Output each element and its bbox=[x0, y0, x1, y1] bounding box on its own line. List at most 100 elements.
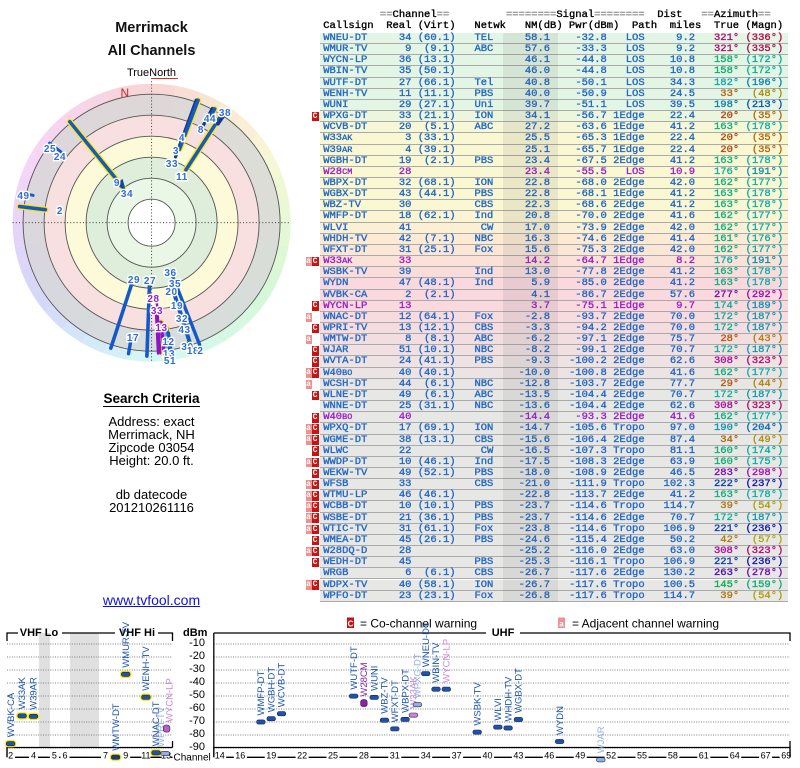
svg-text:64: 64 bbox=[730, 751, 740, 761]
svg-text:16: 16 bbox=[235, 751, 245, 761]
svg-text:WJAR: WJAR bbox=[596, 726, 607, 753]
svg-text:25: 25 bbox=[328, 751, 338, 761]
svg-text:61: 61 bbox=[699, 751, 709, 761]
svg-text:WNAC-DT: WNAC-DT bbox=[151, 701, 162, 746]
svg-text:WGBH-DT: WGBH-DT bbox=[266, 667, 277, 713]
svg-text:40: 40 bbox=[482, 751, 492, 761]
svg-text:32: 32 bbox=[176, 314, 188, 325]
svg-text:4: 4 bbox=[179, 133, 185, 144]
svg-text:46: 46 bbox=[544, 751, 554, 761]
svg-text:WVBK-CA: WVBK-CA bbox=[6, 692, 17, 737]
svg-text:-10: -10 bbox=[189, 637, 205, 649]
svg-text:30: 30 bbox=[181, 342, 193, 353]
svg-text:9: 9 bbox=[123, 751, 128, 761]
svg-text:= Adjacent channel warning: = Adjacent channel warning bbox=[572, 617, 719, 631]
svg-text:33: 33 bbox=[166, 159, 178, 170]
svg-text:13: 13 bbox=[163, 349, 175, 360]
svg-text:7: 7 bbox=[103, 751, 108, 761]
svg-text:WUNI: WUNI bbox=[369, 666, 380, 691]
svg-text:18: 18 bbox=[187, 346, 199, 357]
svg-text:WYCN-LP: WYCN-LP bbox=[442, 639, 453, 683]
svg-text:-50: -50 bbox=[189, 689, 205, 701]
svg-text:34: 34 bbox=[121, 189, 133, 200]
svg-text:WLVI: WLVI bbox=[493, 698, 504, 721]
svg-text:11: 11 bbox=[176, 172, 188, 183]
svg-text:28: 28 bbox=[147, 294, 159, 305]
svg-text:44: 44 bbox=[204, 114, 216, 125]
svg-text:33: 33 bbox=[151, 306, 163, 317]
svg-text:8: 8 bbox=[198, 125, 204, 136]
svg-text:12: 12 bbox=[162, 337, 174, 348]
svg-text:2: 2 bbox=[57, 206, 63, 217]
svg-text:14: 14 bbox=[215, 751, 225, 761]
svg-text:= Co-channel warning: = Co-channel warning bbox=[360, 617, 477, 631]
svg-text:36: 36 bbox=[164, 268, 176, 279]
svg-text:25: 25 bbox=[44, 144, 56, 155]
svg-text:49: 49 bbox=[575, 751, 585, 761]
svg-text:31: 31 bbox=[390, 751, 400, 761]
svg-text:43: 43 bbox=[178, 325, 190, 336]
svg-text:9: 9 bbox=[114, 178, 120, 189]
svg-text:51: 51 bbox=[164, 356, 176, 367]
svg-text:WYCN-LP: WYCN-LP bbox=[164, 678, 175, 722]
svg-text:5: 5 bbox=[52, 751, 57, 761]
svg-text:VHF Hi: VHF Hi bbox=[119, 627, 155, 639]
svg-text:N: N bbox=[121, 86, 130, 100]
svg-text:38: 38 bbox=[219, 108, 231, 119]
svg-text:UHF: UHF bbox=[492, 627, 515, 639]
svg-text:58: 58 bbox=[668, 751, 678, 761]
svg-text:11: 11 bbox=[141, 751, 150, 761]
svg-text:2: 2 bbox=[8, 751, 13, 761]
svg-text:WMFP-DT: WMFP-DT bbox=[256, 670, 267, 715]
svg-text:24: 24 bbox=[54, 152, 66, 163]
svg-text:55: 55 bbox=[637, 751, 647, 761]
svg-text:W28CM: W28CM bbox=[359, 662, 370, 696]
svg-text:27: 27 bbox=[144, 276, 156, 287]
svg-text:WUTF-DT: WUTF-DT bbox=[349, 646, 360, 689]
svg-text:WPRI-TV: WPRI-TV bbox=[156, 706, 167, 747]
svg-text:WSBK-TV: WSBK-TV bbox=[472, 682, 483, 726]
svg-text:WBIN-TV: WBIN-TV bbox=[431, 642, 442, 683]
svg-text:19: 19 bbox=[266, 751, 276, 761]
svg-text:W39AR: W39AR bbox=[29, 677, 40, 710]
svg-text:37: 37 bbox=[452, 751, 462, 761]
svg-text:WFXT-DT: WFXT-DT bbox=[390, 680, 401, 722]
svg-text:43: 43 bbox=[513, 751, 523, 761]
svg-text:dBm: dBm bbox=[183, 627, 208, 639]
svg-text:Channel: Channel bbox=[174, 753, 211, 764]
svg-text:19: 19 bbox=[171, 301, 183, 312]
svg-text:34: 34 bbox=[421, 751, 431, 761]
svg-text:WBZ-TV: WBZ-TV bbox=[380, 677, 391, 714]
svg-text:C: C bbox=[348, 620, 354, 629]
svg-text:-30: -30 bbox=[189, 663, 205, 675]
svg-text:28: 28 bbox=[359, 751, 369, 761]
svg-text:-90: -90 bbox=[189, 741, 205, 753]
svg-text:W33AK: W33AK bbox=[17, 677, 28, 710]
svg-text:-80: -80 bbox=[189, 728, 205, 740]
svg-text:-70: -70 bbox=[189, 715, 205, 727]
svg-text:52: 52 bbox=[606, 751, 616, 761]
svg-text:4: 4 bbox=[31, 751, 36, 761]
svg-text:WENH-TV: WENH-TV bbox=[141, 646, 152, 691]
svg-text:6: 6 bbox=[62, 751, 67, 761]
svg-text:67: 67 bbox=[761, 751, 771, 761]
svg-text:29: 29 bbox=[128, 275, 140, 286]
svg-text:20: 20 bbox=[165, 287, 177, 298]
svg-text:WYDN: WYDN bbox=[555, 706, 566, 735]
svg-text:WMUR-TV: WMUR-TV bbox=[121, 621, 132, 668]
svg-text:2: 2 bbox=[197, 346, 203, 357]
svg-text:VHF Lo: VHF Lo bbox=[20, 627, 59, 639]
svg-text:49: 49 bbox=[17, 191, 29, 202]
svg-text:a: a bbox=[559, 620, 564, 629]
svg-text:35: 35 bbox=[169, 279, 181, 290]
svg-text:WPXG-DT: WPXG-DT bbox=[413, 653, 424, 698]
svg-text:W33AK: W33AK bbox=[409, 676, 420, 709]
svg-text:-20: -20 bbox=[189, 650, 205, 662]
svg-text:WMTW-DT: WMTW-DT bbox=[111, 703, 122, 751]
svg-text:WNEU-DT: WNEU-DT bbox=[421, 622, 432, 667]
svg-text:WHDH-TV: WHDH-TV bbox=[503, 676, 514, 722]
svg-text:13: 13 bbox=[155, 323, 167, 334]
svg-text:-60: -60 bbox=[189, 702, 205, 714]
svg-text:-40: -40 bbox=[189, 676, 205, 688]
svg-text:WCVB-DT: WCVB-DT bbox=[277, 663, 288, 708]
